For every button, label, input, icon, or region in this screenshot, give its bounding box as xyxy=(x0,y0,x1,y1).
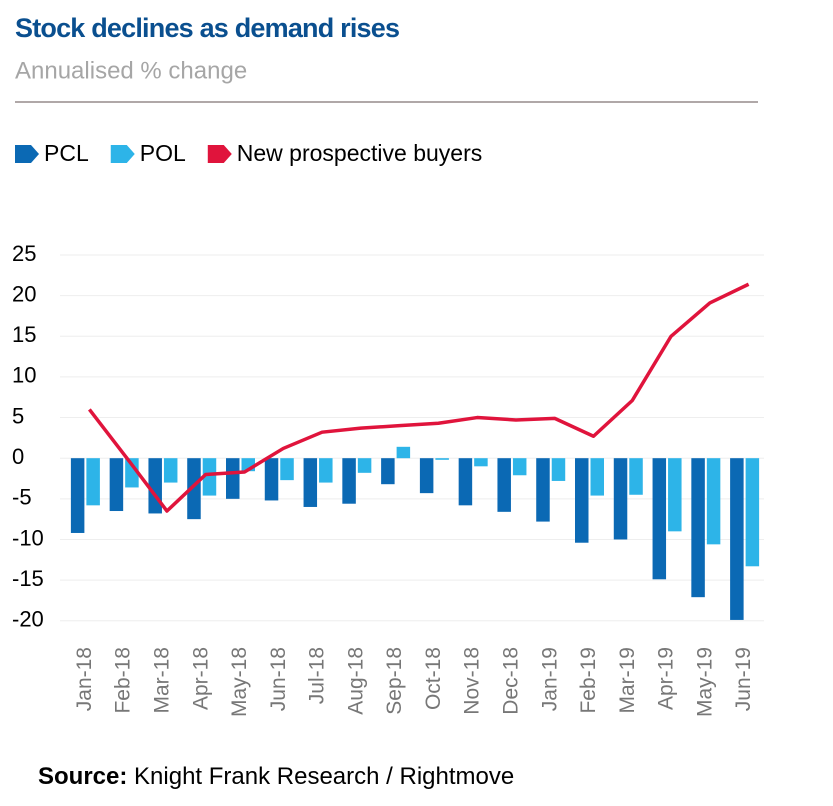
y-tick-label: -10 xyxy=(12,525,44,550)
bar xyxy=(303,458,318,507)
bar xyxy=(396,446,411,459)
bar xyxy=(280,458,294,481)
y-tick-label: -5 xyxy=(12,485,32,510)
bar xyxy=(629,458,643,495)
source-label: Source: xyxy=(38,763,127,790)
legend-swatch xyxy=(207,145,232,163)
x-tick-label: Jun-18 xyxy=(267,647,290,711)
legend-label: PCL xyxy=(44,140,89,166)
bar xyxy=(575,458,589,543)
x-tick-label: Mar-19 xyxy=(616,647,639,714)
chart-title: Stock declines as demand rises xyxy=(15,13,399,43)
chart-subtitle: Annualised % change xyxy=(15,57,247,84)
bar xyxy=(512,458,527,476)
y-tick-label: 25 xyxy=(12,241,36,266)
x-tick-label: Jul-18 xyxy=(306,647,329,704)
bar xyxy=(691,458,705,598)
bar xyxy=(745,458,760,567)
bar xyxy=(125,458,139,488)
bar xyxy=(163,458,178,483)
bar xyxy=(706,458,721,545)
bar xyxy=(264,458,279,501)
x-tick-label: Nov-18 xyxy=(461,647,484,715)
x-tick-label: Sep-18 xyxy=(383,647,406,715)
bar xyxy=(497,458,511,512)
bar xyxy=(458,458,473,506)
legend-label: POL xyxy=(140,140,186,166)
y-tick-label: -20 xyxy=(12,607,44,632)
bar xyxy=(730,458,744,620)
bar xyxy=(148,458,162,514)
y-tick-label: 15 xyxy=(12,322,36,347)
y-tick-label: 5 xyxy=(12,403,24,428)
bar xyxy=(668,458,682,532)
bar xyxy=(435,458,449,460)
bar xyxy=(319,458,333,483)
bar xyxy=(202,458,217,496)
x-tick-label: Dec-18 xyxy=(499,647,522,715)
bar xyxy=(419,458,434,494)
bar xyxy=(357,458,372,473)
bar xyxy=(86,458,100,506)
bar xyxy=(652,458,667,580)
legend-swatch xyxy=(15,145,39,163)
x-tick-label: Jun-19 xyxy=(732,647,755,711)
bar xyxy=(109,458,124,512)
x-tick-label: Feb-18 xyxy=(112,647,135,714)
y-tick-label: 0 xyxy=(12,444,24,469)
x-tick-label: May-19 xyxy=(693,647,716,717)
bar xyxy=(70,458,85,533)
x-tick-label: Apr-19 xyxy=(655,647,678,710)
x-tick-label: May-18 xyxy=(228,647,251,717)
y-tick-label: 20 xyxy=(12,281,36,306)
source: Knight Frank Research / Rightmove xyxy=(134,763,514,790)
legend-label: New prospective buyers xyxy=(237,140,482,166)
y-tick-label: -15 xyxy=(12,566,44,591)
x-tick-label: Mar-18 xyxy=(150,647,173,714)
x-tick-label: Feb-19 xyxy=(577,647,600,714)
x-tick-label: Aug-18 xyxy=(344,647,367,715)
bar xyxy=(342,458,356,504)
bar xyxy=(226,458,240,499)
bar xyxy=(474,458,488,467)
x-tick-label: Apr-18 xyxy=(189,647,212,710)
bar xyxy=(187,458,201,520)
bar xyxy=(381,458,395,485)
bar xyxy=(551,458,566,481)
y-tick-label: 10 xyxy=(12,363,36,388)
x-tick-label: Oct-18 xyxy=(422,647,445,710)
line xyxy=(88,282,750,513)
x-tick-label: Jan-18 xyxy=(73,647,96,711)
bar xyxy=(613,458,628,540)
bar xyxy=(590,458,604,496)
legend-swatch xyxy=(110,145,135,163)
x-tick-label: Jan-19 xyxy=(538,647,561,711)
bar xyxy=(536,458,550,522)
source-note: Source: Knight Frank Research / Rightmov… xyxy=(38,763,514,790)
